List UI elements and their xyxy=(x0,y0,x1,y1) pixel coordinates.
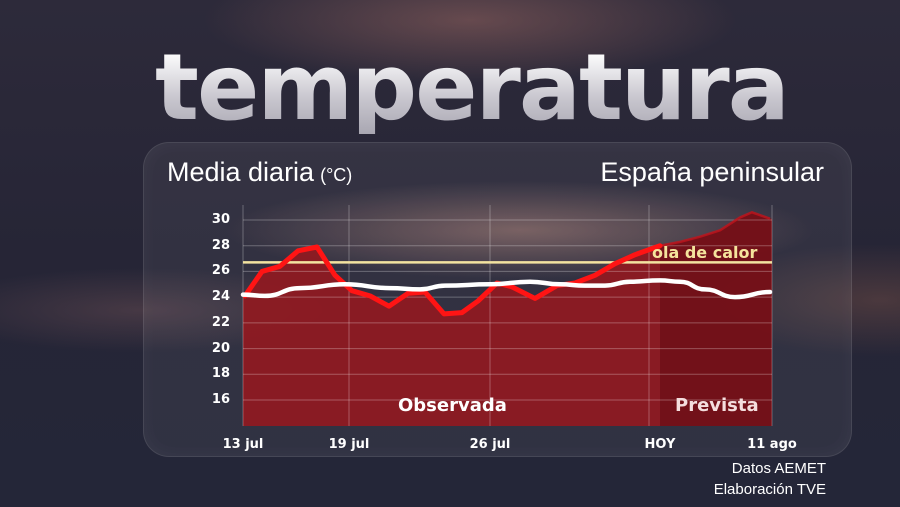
observed-region-label: Observada xyxy=(398,395,507,416)
credits-source: Datos AEMET xyxy=(731,460,826,477)
forecast-line xyxy=(634,211,771,256)
y-tick-label: 28 xyxy=(211,237,230,253)
x-tick-label: 13 jul xyxy=(222,437,264,452)
page-title: temperatura xyxy=(155,34,790,141)
x-tick-label: 11 ago xyxy=(747,437,797,452)
forecast-region-label: Prevista xyxy=(675,395,759,416)
chart-subtitle-region: España peninsular xyxy=(600,157,824,187)
x-tick-label: 19 jul xyxy=(328,437,370,452)
credits-author: Elaboración TVE xyxy=(713,481,826,498)
x-tick-label: HOY xyxy=(644,437,676,452)
y-tick-label: 22 xyxy=(211,314,230,330)
y-tick-label: 20 xyxy=(211,340,230,356)
y-tick-label: 26 xyxy=(211,263,230,279)
observed-line xyxy=(242,243,663,317)
x-tick-label: 26 jul xyxy=(469,437,511,452)
heatwave-label: ola de calor xyxy=(652,243,758,262)
normal-line xyxy=(240,278,773,300)
y-tick-label: 16 xyxy=(211,392,230,407)
forecast-area xyxy=(660,212,772,426)
credits: Datos AEMET Elaboración TVE xyxy=(714,458,826,500)
subtitle-unit: (°C) xyxy=(320,165,353,185)
subtitle-metric: Media diaria xyxy=(167,157,315,187)
y-tick-label: 30 xyxy=(211,212,230,227)
y-tick-label: 24 xyxy=(211,289,230,305)
y-tick-label: 18 xyxy=(211,366,230,382)
chart-subtitle-left: Media diaria (°C) xyxy=(167,157,352,188)
observed-area xyxy=(243,212,772,426)
